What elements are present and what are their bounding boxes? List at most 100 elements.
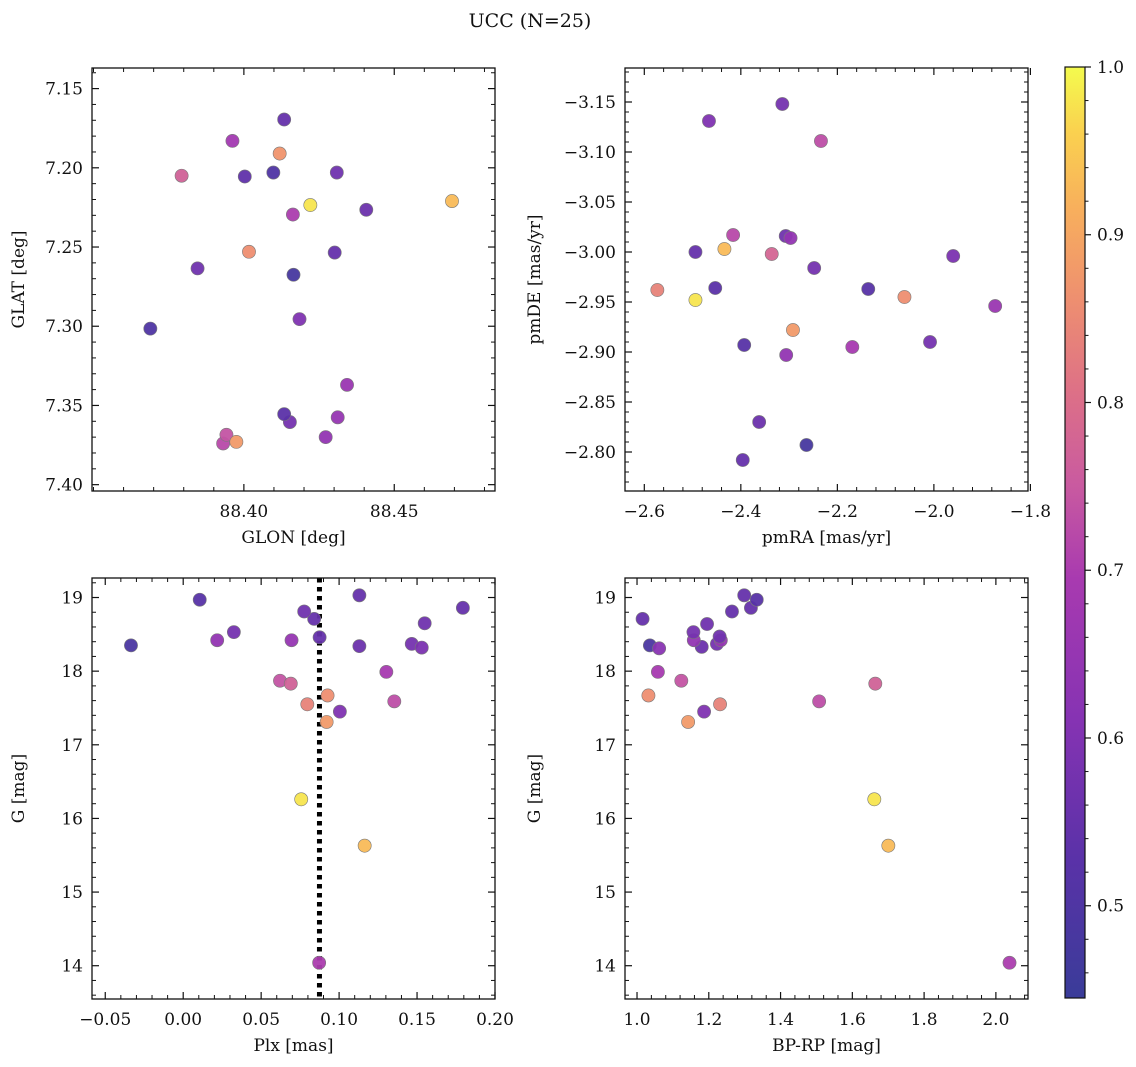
data-point — [735, 453, 750, 467]
data-point — [319, 715, 334, 729]
data-point — [868, 676, 883, 691]
data-point — [300, 697, 315, 712]
data-point — [702, 114, 716, 128]
data-point — [725, 604, 739, 619]
x-tick-label: 1.6 — [839, 1010, 866, 1030]
data-point — [143, 321, 158, 336]
data-point — [190, 261, 205, 276]
data-point — [783, 231, 798, 245]
y-tick-label: −2.80 — [564, 443, 616, 463]
data-point — [294, 792, 309, 807]
data-point — [272, 146, 287, 161]
colorbar-bar — [1064, 66, 1086, 999]
data-point — [320, 688, 335, 703]
data-point — [713, 697, 727, 712]
data-point — [651, 664, 665, 679]
axes-frame — [624, 67, 1029, 492]
data-point — [812, 694, 827, 709]
data-point — [697, 704, 711, 719]
y-tick-label: 18 — [594, 662, 616, 682]
panel-pmra-pmde: −2.6 −2.4 −2.2 −2.0 −1.8 −3.15 −3.10 −3.05 −3.00… — [525, 67, 1051, 548]
data-point — [283, 676, 298, 691]
data-point — [988, 299, 1003, 313]
data-point — [387, 694, 402, 709]
y-tick-label: 7.25 — [45, 238, 83, 258]
data-point — [652, 641, 667, 656]
data-point — [686, 625, 701, 640]
tick-marks — [92, 578, 496, 999]
x-tick-label: 88.45 — [370, 502, 419, 522]
data-point — [312, 955, 327, 970]
x-tick-label: 0.15 — [398, 1010, 436, 1030]
x-tick-label: −0.05 — [79, 1010, 131, 1030]
data-point — [226, 625, 241, 640]
data-point — [379, 664, 394, 679]
data-point — [775, 97, 790, 111]
data-point — [414, 640, 429, 655]
x-tick-label: 0.10 — [320, 1010, 358, 1030]
scatter-points — [143, 112, 459, 451]
scatter-points — [124, 588, 470, 970]
y-axis-label: GLAT [deg] — [9, 230, 29, 328]
data-point — [455, 600, 470, 615]
y-tick-label: 15 — [594, 883, 616, 903]
data-point — [737, 338, 752, 352]
data-point — [277, 112, 292, 127]
x-tick-label: 1.0 — [623, 1010, 650, 1030]
colorbar-ticks: 0.5 0.6 0.7 0.8 0.9 1.0 — [1085, 58, 1124, 974]
panel-plx-g: −0.05 0.00 0.05 0.10 0.15 0.20 14 15 16 17 18 19 Plx… — [9, 577, 514, 1056]
y-tick-label: −2.90 — [564, 343, 616, 363]
x-tick-label: −2.6 — [624, 502, 665, 522]
panel-bprp-g: 1.0 1.2 1.4 1.6 1.8 2.0 14 15 16 17 18 19 BP-RP [mag… — [525, 577, 1029, 1056]
data-point — [332, 704, 347, 719]
y-axis-label: pmDE [mas/yr] — [525, 214, 545, 344]
data-point — [330, 410, 345, 425]
data-point — [174, 168, 189, 183]
data-point — [779, 348, 794, 362]
data-point — [946, 249, 961, 263]
data-point — [726, 228, 741, 242]
data-point — [318, 430, 333, 445]
y-tick-label: 17 — [61, 736, 83, 756]
x-tick-label: 1.4 — [767, 1010, 794, 1030]
data-point — [786, 323, 800, 337]
x-axis-label: pmRA [mas/yr] — [762, 528, 891, 548]
data-point — [340, 377, 354, 392]
x-tick-label: 0.20 — [476, 1010, 514, 1030]
data-point — [700, 617, 714, 631]
data-point — [266, 165, 281, 180]
data-point — [285, 207, 300, 222]
colorbar-tick-label: 0.8 — [1097, 393, 1124, 413]
data-point — [807, 261, 822, 275]
y-tick-label: −3.10 — [564, 143, 616, 163]
data-point — [352, 588, 367, 603]
data-point — [845, 340, 860, 354]
data-point — [688, 245, 703, 259]
scatter-points — [650, 97, 1003, 467]
panel-glon-glat: 88.40 88.45 7.15 7.20 7.25 7.30 7.35 7.40 GLON [… — [9, 67, 496, 548]
y-tick-label: 19 — [61, 589, 83, 609]
colorbar-tick-label: 0.5 — [1097, 897, 1124, 917]
data-point — [712, 629, 727, 644]
data-point — [192, 592, 207, 607]
data-point — [229, 434, 244, 449]
x-tick-label: 1.8 — [911, 1010, 938, 1030]
data-point — [312, 630, 327, 645]
data-point — [897, 290, 912, 304]
data-point — [799, 438, 814, 452]
scatter-points — [635, 588, 1017, 970]
data-point — [327, 245, 342, 260]
data-point — [286, 267, 301, 282]
y-tick-label: −2.95 — [564, 293, 616, 313]
data-point — [237, 169, 252, 184]
x-tick-label: 2.0 — [982, 1010, 1009, 1030]
y-tick-label: 17 — [594, 736, 616, 756]
data-point — [225, 133, 240, 148]
panels: 88.40 88.45 7.15 7.20 7.25 7.30 7.35 7.40 GLON [… — [9, 67, 1051, 1056]
x-tick-label: 88.40 — [220, 502, 269, 522]
data-point — [923, 335, 937, 349]
data-point — [708, 281, 723, 295]
data-point — [417, 616, 432, 631]
y-tick-label: −3.05 — [564, 193, 616, 213]
tick-marks — [92, 68, 495, 491]
